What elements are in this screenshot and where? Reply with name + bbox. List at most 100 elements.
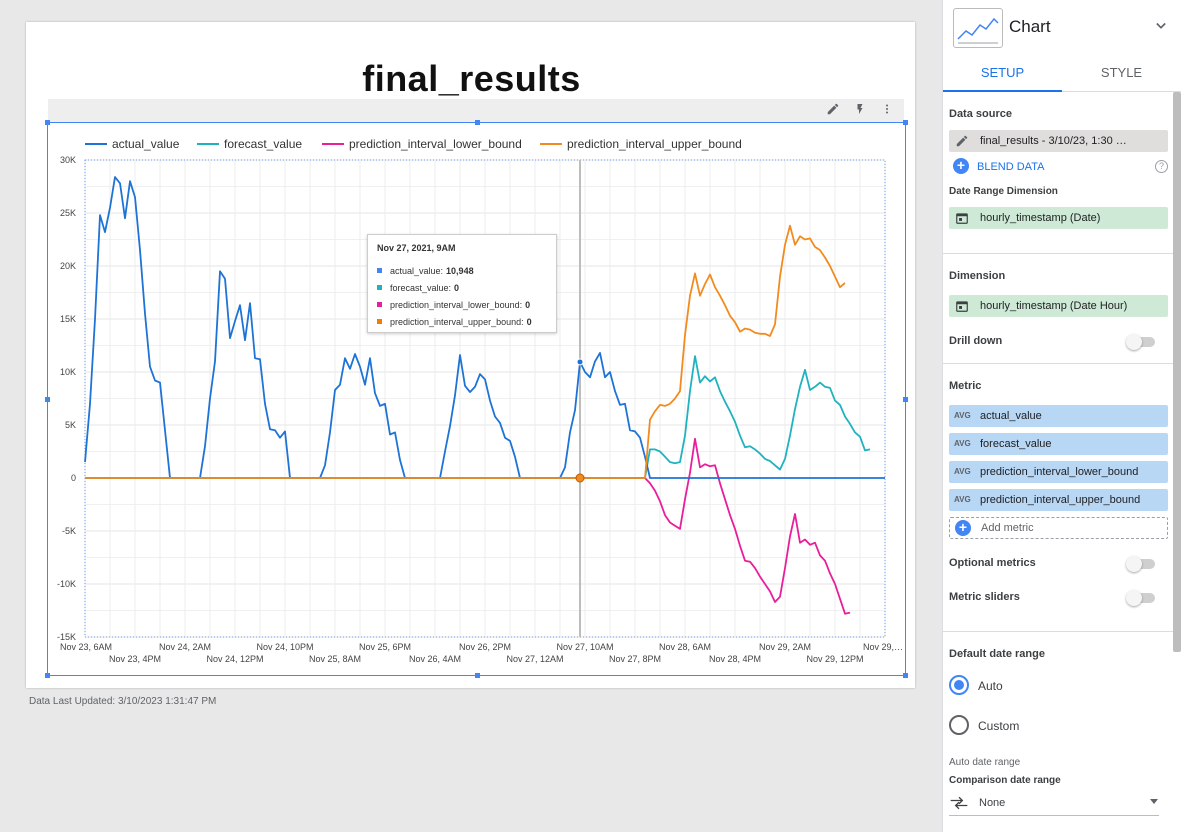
x-tick-label: Nov 26, 2PM bbox=[459, 642, 511, 652]
hover-point-zero bbox=[575, 473, 585, 483]
radio-auto[interactable] bbox=[949, 675, 969, 695]
metric-name: prediction_interval_lower_bound bbox=[980, 466, 1139, 478]
data-source-chip[interactable]: final_results - 3/10/23, 1:30 … bbox=[949, 130, 1168, 152]
chevron-down-icon[interactable] bbox=[1151, 16, 1171, 36]
x-tick-label: Nov 23, 4PM bbox=[109, 654, 161, 664]
more-vert-icon[interactable] bbox=[878, 102, 896, 120]
resize-handle[interactable] bbox=[475, 673, 480, 678]
divider bbox=[943, 363, 1173, 364]
y-tick-label: -10K bbox=[57, 579, 76, 589]
dimension-label: Dimension bbox=[949, 270, 1006, 282]
tab-style[interactable]: STYLE bbox=[1100, 65, 1143, 80]
x-tick-label: Nov 29, 12PM bbox=[806, 654, 863, 664]
dimension-chip[interactable]: hourly_timestamp (Date Hour) bbox=[949, 295, 1168, 317]
divider bbox=[943, 253, 1173, 254]
metric-sliders-toggle[interactable] bbox=[1126, 590, 1155, 606]
tooltip-row: forecast_value: 0 bbox=[376, 279, 548, 296]
x-tick-label: Nov 28, 4PM bbox=[709, 654, 761, 664]
y-tick-label: 10K bbox=[60, 367, 76, 377]
resize-handle[interactable] bbox=[903, 673, 908, 678]
tooltip-row-value: 0 bbox=[525, 299, 531, 310]
resize-handle[interactable] bbox=[45, 397, 50, 402]
series-line-actual-value bbox=[84, 176, 885, 479]
x-tick-label: Nov 27, 12AM bbox=[506, 654, 563, 664]
date-range-dimension-label: Date Range Dimension bbox=[949, 186, 1058, 197]
x-tick-label: Nov 25, 6PM bbox=[359, 642, 411, 652]
aggregation-badge: AVG bbox=[954, 467, 971, 476]
data-source-label: Data source bbox=[949, 108, 1012, 120]
series-swatch bbox=[377, 268, 382, 273]
x-tick-label: Nov 25, 8AM bbox=[309, 654, 361, 664]
line-chart-type-icon[interactable] bbox=[953, 8, 1003, 48]
divider bbox=[943, 631, 1173, 632]
add-circle-icon[interactable]: + bbox=[953, 158, 969, 174]
comparison-date-range-select[interactable]: None bbox=[949, 792, 1159, 816]
blend-data-button[interactable]: BLEND DATA bbox=[977, 161, 1045, 173]
x-tick-label: Nov 27, 10AM bbox=[556, 642, 613, 652]
y-tick-label: 15K bbox=[60, 314, 76, 324]
add-metric-button[interactable]: + Add metric bbox=[949, 517, 1168, 539]
metric-chip[interactable]: AVG actual_value bbox=[949, 405, 1168, 427]
x-tick-label: Nov 23, 6AM bbox=[60, 642, 112, 652]
series-swatch bbox=[377, 319, 382, 324]
dimension-value: hourly_timestamp (Date Hour) bbox=[980, 300, 1128, 312]
tooltip-row-label: actual_value: bbox=[390, 265, 444, 276]
drill-down-label: Drill down bbox=[949, 335, 1003, 347]
properties-panel: Chart SETUP STYLE Data source final_resu… bbox=[942, 0, 1181, 832]
radio-custom-label: Custom bbox=[978, 719, 1020, 733]
x-tick-label: Nov 26, 4AM bbox=[409, 654, 461, 664]
bolt-icon[interactable] bbox=[851, 102, 869, 120]
report-title: final_results bbox=[362, 58, 581, 99]
data-last-updated: Data Last Updated: 3/10/2023 1:31:47 PM bbox=[29, 696, 217, 707]
metric-chip[interactable]: AVG prediction_interval_upper_bound bbox=[949, 489, 1168, 511]
aggregation-badge: AVG bbox=[954, 495, 971, 504]
resize-handle[interactable] bbox=[903, 397, 908, 402]
tooltip-row: prediction_interval_lower_bound: 0 bbox=[376, 296, 548, 313]
resize-handle[interactable] bbox=[45, 120, 50, 125]
legend-label: prediction_interval_lower_bound bbox=[349, 137, 522, 151]
series-line-forecast-value bbox=[85, 355, 871, 479]
metric-chip[interactable]: AVG prediction_interval_lower_bound bbox=[949, 461, 1168, 483]
radio-custom[interactable] bbox=[949, 715, 969, 735]
x-tick-label: Nov 24, 10PM bbox=[256, 642, 313, 652]
metric-sliders-label: Metric sliders bbox=[949, 591, 1020, 603]
metric-name: forecast_value bbox=[980, 438, 1052, 450]
metric-name: prediction_interval_upper_bound bbox=[980, 494, 1141, 506]
optional-metrics-label: Optional metrics bbox=[949, 557, 1036, 569]
y-tick-label: 5K bbox=[65, 420, 76, 430]
metric-chip[interactable]: AVG forecast_value bbox=[949, 433, 1168, 455]
comparison-value: None bbox=[979, 797, 1006, 809]
chart-toolbar bbox=[48, 99, 904, 123]
y-tick-label: 0 bbox=[71, 473, 76, 483]
pencil-icon[interactable] bbox=[824, 102, 842, 120]
drill-down-toggle[interactable] bbox=[1126, 334, 1155, 350]
help-icon[interactable]: ? bbox=[1155, 160, 1168, 173]
resize-handle[interactable] bbox=[475, 120, 480, 125]
date-range-dimension-chip[interactable]: hourly_timestamp (Date) bbox=[949, 207, 1168, 229]
resize-handle[interactable] bbox=[45, 673, 50, 678]
metric-label: Metric bbox=[949, 380, 982, 392]
series-line-prediction-interval-upper-bound bbox=[85, 224, 846, 479]
calendar-icon bbox=[956, 213, 968, 224]
y-tick-label: -5K bbox=[62, 526, 76, 536]
legend-label: prediction_interval_upper_bound bbox=[567, 137, 742, 151]
x-tick-label: Nov 29, 2AM bbox=[759, 642, 811, 652]
panel-title: Chart bbox=[1009, 17, 1051, 36]
radio-auto-label: Auto bbox=[978, 679, 1003, 693]
tooltip-row: prediction_interval_upper_bound: 0 bbox=[376, 313, 548, 330]
panel-scrollbar[interactable] bbox=[1173, 92, 1181, 652]
add-metric-label: Add metric bbox=[981, 522, 1034, 534]
legend-label: forecast_value bbox=[224, 137, 302, 151]
aggregation-badge: AVG bbox=[954, 411, 971, 420]
x-tick-label: Nov 27, 8PM bbox=[609, 654, 661, 664]
optional-metrics-toggle[interactable] bbox=[1126, 556, 1155, 572]
series-swatch bbox=[377, 285, 382, 290]
resize-handle[interactable] bbox=[903, 120, 908, 125]
tooltip-row: actual_value: 10,948 bbox=[376, 262, 548, 279]
pencil-icon bbox=[956, 135, 968, 147]
x-tick-label: Nov 24, 12PM bbox=[206, 654, 263, 664]
panel-header: Chart bbox=[943, 0, 1181, 56]
tab-setup[interactable]: SETUP bbox=[943, 56, 1062, 92]
tooltip-row-label: forecast_value: bbox=[390, 282, 452, 293]
